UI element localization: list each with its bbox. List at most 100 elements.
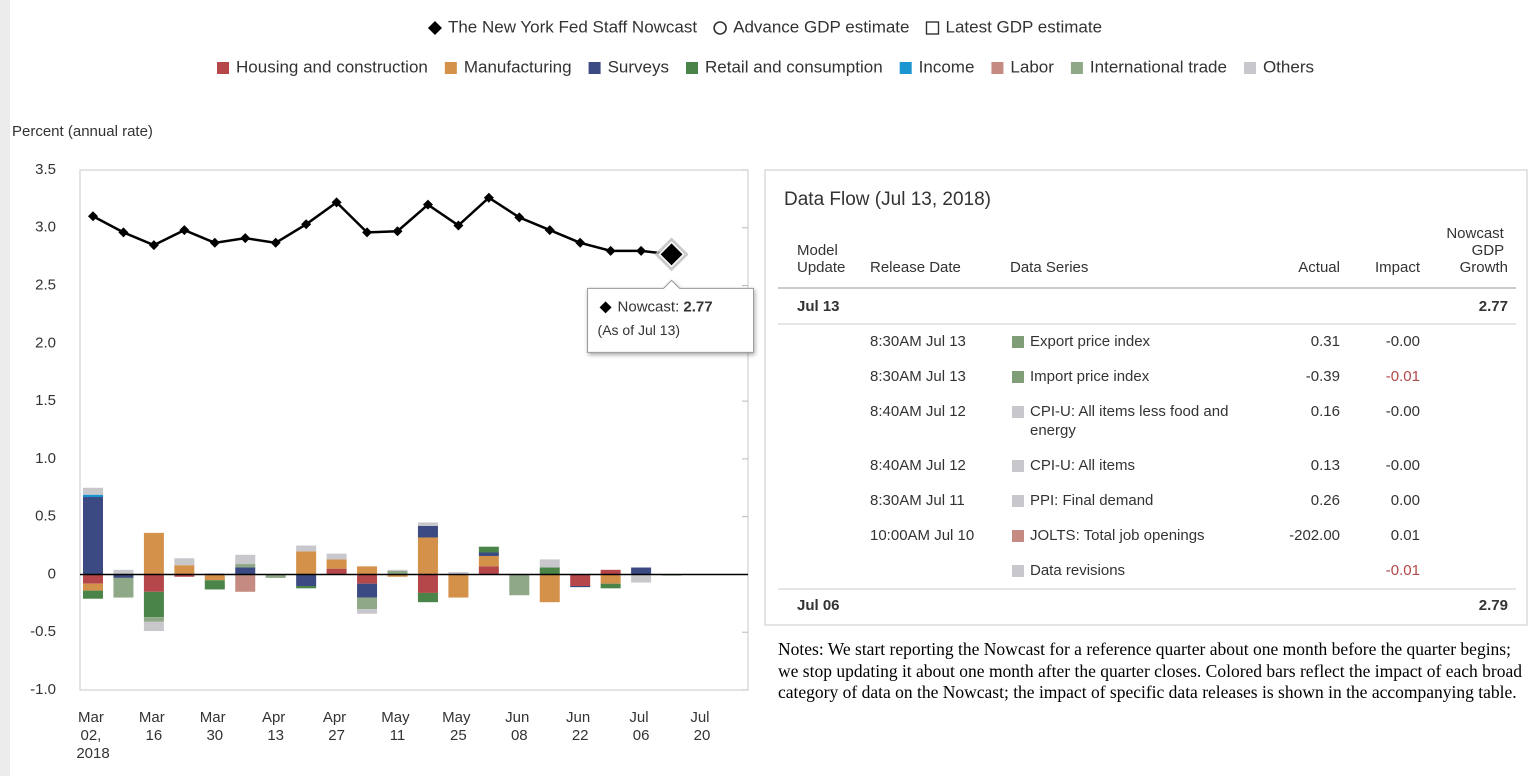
actual: -0.39 [1306, 368, 1340, 385]
column-header: Actual [1298, 259, 1340, 276]
y-tick-label: 1.0 [35, 450, 56, 467]
bar-segment [235, 564, 256, 568]
bar-segment [478, 546, 499, 553]
bar-segment [235, 554, 256, 565]
nowcast-line [92, 196, 672, 256]
x-tick-label: Jun 08 [505, 709, 533, 744]
legend-label: Income [919, 57, 975, 76]
y-tick-label: -1.0 [30, 681, 56, 698]
nowcast-point [118, 227, 129, 238]
y-tick-label: 0.5 [35, 508, 56, 525]
model-update: Jul 13 [797, 298, 840, 315]
bar-segment [296, 574, 317, 586]
nowcast-point [301, 219, 312, 230]
bar-segment [387, 574, 408, 577]
series-swatch [1012, 530, 1024, 542]
bar-segment [204, 574, 225, 581]
bar-segment [357, 566, 378, 575]
bar-segment [326, 553, 347, 560]
bar-segment [174, 558, 195, 566]
bar-segment [448, 572, 469, 575]
y-axis-label: Percent (annual rate) [12, 123, 153, 140]
x-tick-label: May 11 [381, 709, 414, 744]
legend-label: Latest GDP estimate [945, 17, 1102, 36]
nowcast-point [362, 227, 373, 238]
nowcast-point [483, 192, 494, 203]
data-series: JOLTS: Total job openings [1030, 527, 1205, 544]
nowcast-value: 2.79 [1479, 597, 1508, 614]
release-date: 10:00AM Jul 10 [870, 527, 974, 544]
impact: -0.00 [1386, 333, 1420, 350]
bar-segment [83, 497, 103, 575]
nowcast-point [605, 245, 616, 256]
legend-label: International trade [1090, 57, 1227, 76]
y-tick-label: 2.0 [35, 334, 56, 351]
release-date: 8:30AM Jul 11 [870, 492, 965, 509]
bar-segment [265, 574, 286, 578]
bar-segment [387, 570, 408, 575]
y-tick-label: -0.5 [30, 623, 56, 640]
data-series: Export price index [1030, 333, 1151, 350]
left-strip [0, 0, 10, 776]
bar-segment [631, 567, 652, 575]
bar-segment [143, 617, 164, 622]
legend-marker [925, 21, 940, 35]
bar-segment [417, 525, 438, 538]
bar-segment [296, 545, 317, 552]
legend-label: Housing and construction [236, 57, 428, 76]
nowcast-point [240, 233, 251, 244]
bar-segment [296, 586, 317, 589]
bar-segment [143, 574, 164, 592]
bar-segment [326, 559, 347, 569]
legend-label: The New York Fed Staff Nowcast [448, 17, 697, 36]
bar-segment [417, 537, 438, 575]
data-series: Data revisions [1030, 562, 1125, 579]
nowcast-point [453, 220, 464, 231]
bar-segment [387, 569, 408, 571]
tooltip-value: 2.77 [683, 298, 712, 315]
tooltip-marker [599, 301, 612, 314]
nowcast-point-latest [658, 241, 685, 268]
legend-marker [217, 62, 230, 74]
nowcast-point [422, 199, 433, 210]
bar-segment [143, 591, 164, 618]
data-series: CPI-U: All items [1030, 457, 1135, 474]
legend-marker [427, 21, 442, 35]
notes: Notes: We start reporting the Nowcast fo… [778, 639, 1522, 702]
impact: -0.00 [1386, 403, 1420, 420]
bar-segment [113, 577, 134, 598]
legend-label: Advance GDP estimate [733, 17, 909, 36]
legend-marker [713, 21, 727, 35]
bar-segment [113, 574, 134, 578]
y-tick-label: 3.5 [35, 161, 56, 178]
series-swatch [1012, 495, 1024, 507]
series-swatch [1012, 371, 1024, 383]
legend-marker [1070, 62, 1083, 74]
y-tick-label: 1.5 [35, 392, 56, 409]
data-series: PPI: Final demand [1030, 492, 1153, 509]
actual: 0.31 [1311, 333, 1340, 350]
bar-segment [539, 574, 560, 603]
legend-label: Labor [1010, 57, 1054, 76]
legend: Housing and construction Manufacturing Sur… [217, 57, 1314, 76]
nowcast-point [575, 237, 586, 248]
bar-segment [509, 574, 530, 596]
column-header: Release Date [870, 259, 961, 276]
nowcast-point [331, 197, 342, 208]
column-header: Impact [1375, 259, 1421, 276]
tooltip-box [587, 279, 755, 353]
bar-segment [600, 574, 621, 584]
tooltip-label-text: Nowcast: [618, 298, 680, 315]
legend-label: Manufacturing [464, 57, 572, 76]
table-frame [764, 169, 1528, 626]
column-header: Nowcast GDP Growth [1446, 225, 1508, 276]
x-tick-label: Mar 02, 2018 [76, 709, 109, 762]
legend-marker [686, 62, 699, 74]
tooltip-note: (As of Jul 13) [598, 322, 680, 338]
legend: The New York Fed Staff Nowcast Advance GD… [427, 17, 1102, 36]
bar-segment [174, 574, 195, 577]
legend-marker [588, 62, 601, 74]
release-date: 8:40AM Jul 12 [870, 403, 966, 420]
